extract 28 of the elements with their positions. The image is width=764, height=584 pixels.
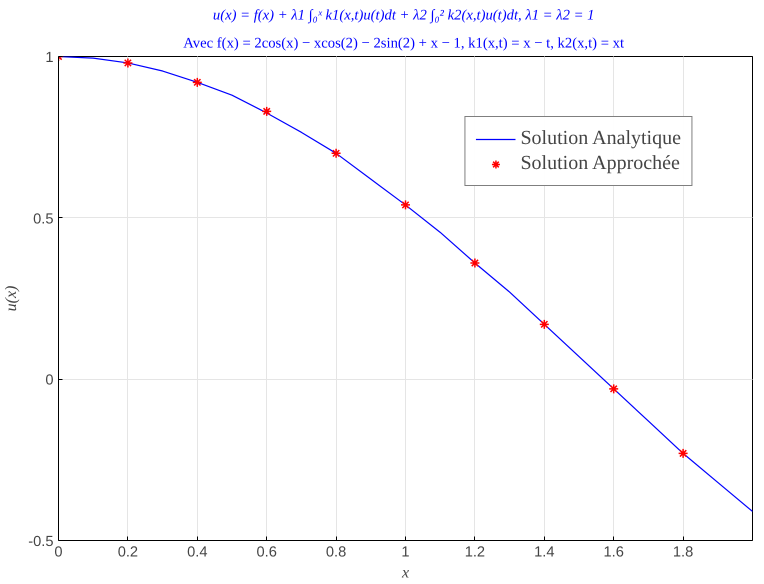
chart-title: u(x) = f(x) + λ1 ∫₀ˣ k1(x,t)u(t)dt + λ2 ∫₀² k2(x,t)u(t)dt, λ1 = λ2 = 1 — [212, 8, 594, 24]
y-axis-title: u(x) — [3, 286, 20, 312]
point — [400, 200, 411, 210]
point — [122, 58, 134, 68]
point — [261, 106, 272, 117]
y-tick-label: 1 — [45, 50, 54, 66]
point — [678, 448, 688, 459]
chart-subtitle: Avec f(x) = 2cos(x) − xcos(2) − 2sin(2) + x − 1, k1(x,t) = x − t, k2(x,t) = xt — [183, 36, 624, 52]
x-tick-label: 0.6 — [256, 544, 277, 560]
point — [192, 77, 203, 88]
x-tick-label: 0.4 — [187, 544, 208, 560]
legend-label: Solution Analytique — [520, 127, 681, 150]
x-tick-label: 0.8 — [326, 544, 346, 560]
legend-label: Solution Approchée — [520, 152, 680, 175]
point — [470, 258, 480, 268]
y-tick-label: -0.5 — [28, 534, 54, 550]
point — [539, 319, 550, 330]
x-tick-label: 1.4 — [534, 544, 554, 560]
y-tick-label: 0.5 — [33, 211, 54, 228]
x-tick-label: 1.6 — [604, 544, 624, 560]
x-tick-label: 1 — [401, 544, 410, 560]
point — [608, 384, 619, 394]
point — [330, 148, 342, 159]
x-tick-label: 1.2 — [464, 544, 486, 560]
x-tick-label: 1.8 — [672, 544, 694, 560]
x-tick-label: 0.2 — [118, 544, 138, 560]
y-tick-label: 0 — [45, 372, 54, 389]
x-axis-title: x — [400, 564, 410, 582]
